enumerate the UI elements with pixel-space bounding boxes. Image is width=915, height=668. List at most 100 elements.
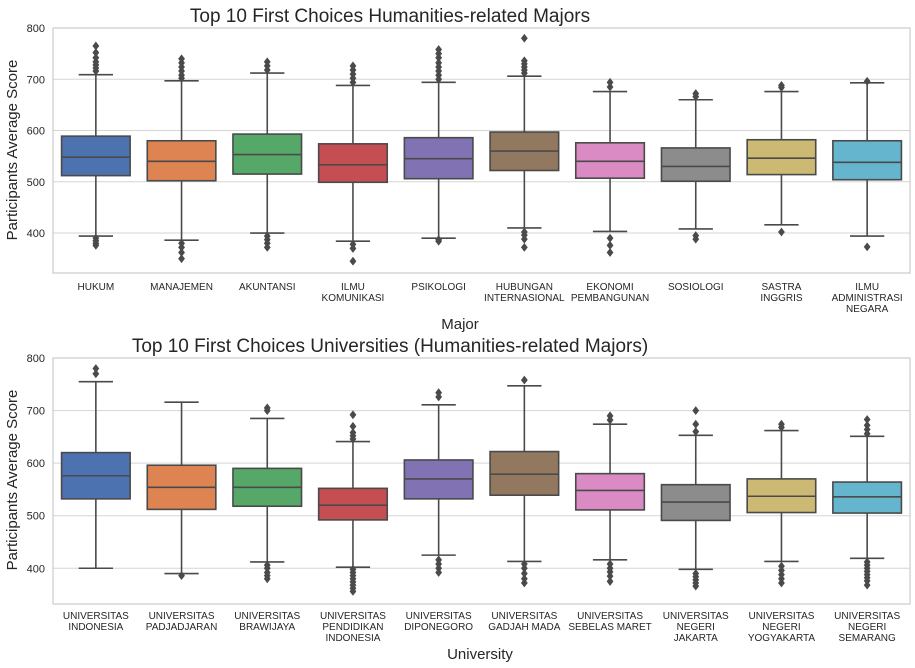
outlier-point xyxy=(263,560,271,570)
box xyxy=(746,138,817,176)
chart-title: Top 10 First Choices Humanities-related … xyxy=(190,6,590,27)
x-tick-label-line: JAKARTA xyxy=(674,633,718,644)
x-tick-label-line: UNIVERSITAS xyxy=(834,611,900,622)
x-tick-label-line: EKONOMI xyxy=(586,282,633,293)
x-tick-label: SASTRA INGGRIS xyxy=(760,282,803,304)
x-tick-label-line: MANAJEMEN xyxy=(150,282,213,293)
x-tick-label: UNIVERSITAS NEGERI YOGYAKARTA xyxy=(748,611,816,644)
outlier-point xyxy=(692,406,700,415)
outlier-point xyxy=(435,555,443,565)
x-tick-label-line: INTERNASIONAL xyxy=(484,293,565,304)
x-tick-label-line: YOGYAKARTA xyxy=(748,633,816,644)
outlier-point xyxy=(606,240,614,250)
box-group xyxy=(317,410,389,596)
x-tick-label-line: HUKUM xyxy=(78,282,115,293)
y-axis-label: Participants Average Score xyxy=(4,60,21,241)
x-tick-label-line: PENDIDIKAN xyxy=(322,622,383,633)
box-group xyxy=(232,57,303,252)
grid: 400 500 600 700 800 xyxy=(27,23,911,274)
x-tick-label-line: UNIVERSITAS xyxy=(320,611,386,622)
outlier-point xyxy=(178,248,185,257)
outlier-point xyxy=(92,41,100,51)
x-tick-label-line: UNIVERSITAS xyxy=(149,611,215,622)
x-tick-label-line: INGGRIS xyxy=(760,293,803,304)
outlier-point xyxy=(863,415,871,424)
outlier-point xyxy=(349,61,357,71)
outlier-point xyxy=(349,410,357,420)
outlier-point xyxy=(606,411,614,421)
outlier-point xyxy=(692,419,700,429)
outlier-point xyxy=(778,80,785,90)
outlier-point xyxy=(520,574,528,584)
x-tick-label-line: PEMBANGUNAN xyxy=(571,293,649,304)
x-tick-label-line: UNIVERSITAS xyxy=(491,611,557,622)
x-axis-label: University xyxy=(447,646,513,663)
x-tick-label: ILMU KOMUNIKASI xyxy=(322,282,385,304)
x-tick-label: UNIVERSITAS NEGERI JAKARTA xyxy=(663,611,729,644)
outlier-point xyxy=(178,54,185,64)
outlier-point xyxy=(349,428,357,438)
outlier-point xyxy=(263,231,271,241)
x-tick-label-line: GADJAH MADA xyxy=(488,622,561,633)
outlier-point xyxy=(349,421,357,431)
y-tick-label: 400 xyxy=(27,563,45,575)
x-tick-label: AKUNTANSI xyxy=(239,282,296,293)
x-tick-label-line: NEGERI xyxy=(677,622,715,633)
box-group xyxy=(746,419,817,588)
box-group xyxy=(60,364,131,570)
box-group xyxy=(574,77,646,257)
y-tick-label: 500 xyxy=(27,511,45,523)
x-tick-label: UNIVERSITAS GADJAH MADA xyxy=(488,611,561,633)
outlier-point xyxy=(520,56,528,66)
outlier-point xyxy=(692,427,700,437)
x-tick-label-line: UNIVERSITAS xyxy=(577,611,643,622)
x-tick-label: PSIKOLOGI xyxy=(411,282,465,293)
box-group xyxy=(146,54,217,264)
x-tick-label-line: NEGERI xyxy=(848,622,886,633)
x-tick-label-line: UNIVERSITAS xyxy=(748,611,814,622)
box-group xyxy=(660,89,731,244)
outlier-point xyxy=(520,569,528,578)
outlier-point xyxy=(92,48,100,58)
x-tick-label-line: KOMUNIKASI xyxy=(322,293,385,304)
x-tick-label-line: SASTRA xyxy=(761,282,801,293)
outlier-point xyxy=(263,57,271,67)
plot-frame xyxy=(52,27,911,274)
x-tick-label-line: UNIVERSITAS xyxy=(234,611,300,622)
box-group xyxy=(746,80,817,237)
outlier-point xyxy=(349,256,357,266)
y-tick-label: 500 xyxy=(27,177,45,189)
box xyxy=(832,139,903,181)
outlier-point xyxy=(92,233,100,243)
majors-chart: 400 500 600 700 800 Top 10 First Choices Huma… xyxy=(4,6,911,333)
x-tick-label: MANAJEMEN xyxy=(150,282,213,293)
outlier-point xyxy=(520,242,528,252)
outlier-point xyxy=(435,235,443,245)
outlier-point xyxy=(349,564,357,574)
box-group xyxy=(832,415,903,590)
x-tick-label: UNIVERSITAS INDONESIA xyxy=(63,611,129,633)
outlier-point xyxy=(778,419,785,429)
box xyxy=(60,135,131,177)
box xyxy=(317,487,389,521)
box-group xyxy=(403,388,474,577)
x-tick-label-line: ILMU xyxy=(855,282,879,293)
box xyxy=(574,472,646,511)
x-axis-label: Major xyxy=(441,316,479,333)
outlier-point xyxy=(520,375,528,385)
x-tick-label: UNIVERSITAS NEGERI SEMARANG xyxy=(834,611,900,644)
outlier-point xyxy=(435,58,443,68)
box-group xyxy=(60,41,131,250)
outlier-point xyxy=(435,388,443,398)
y-tick-label: 700 xyxy=(27,74,45,86)
x-tick-label-line: AKUNTANSI xyxy=(239,282,296,293)
x-tick-label-line: SEBELAS MARET xyxy=(568,622,651,633)
box-group xyxy=(832,76,903,252)
outlier-point xyxy=(692,231,700,241)
box xyxy=(317,143,389,184)
x-tick-label-line: BRAWIJAYA xyxy=(239,622,295,633)
x-tick-label-line: ADMINISTRASI xyxy=(832,293,903,304)
outlier-point xyxy=(606,559,614,569)
outlier-point xyxy=(178,571,185,581)
x-tick-label: UNIVERSITAS PENDIDIKAN INDONESIA xyxy=(320,611,386,644)
